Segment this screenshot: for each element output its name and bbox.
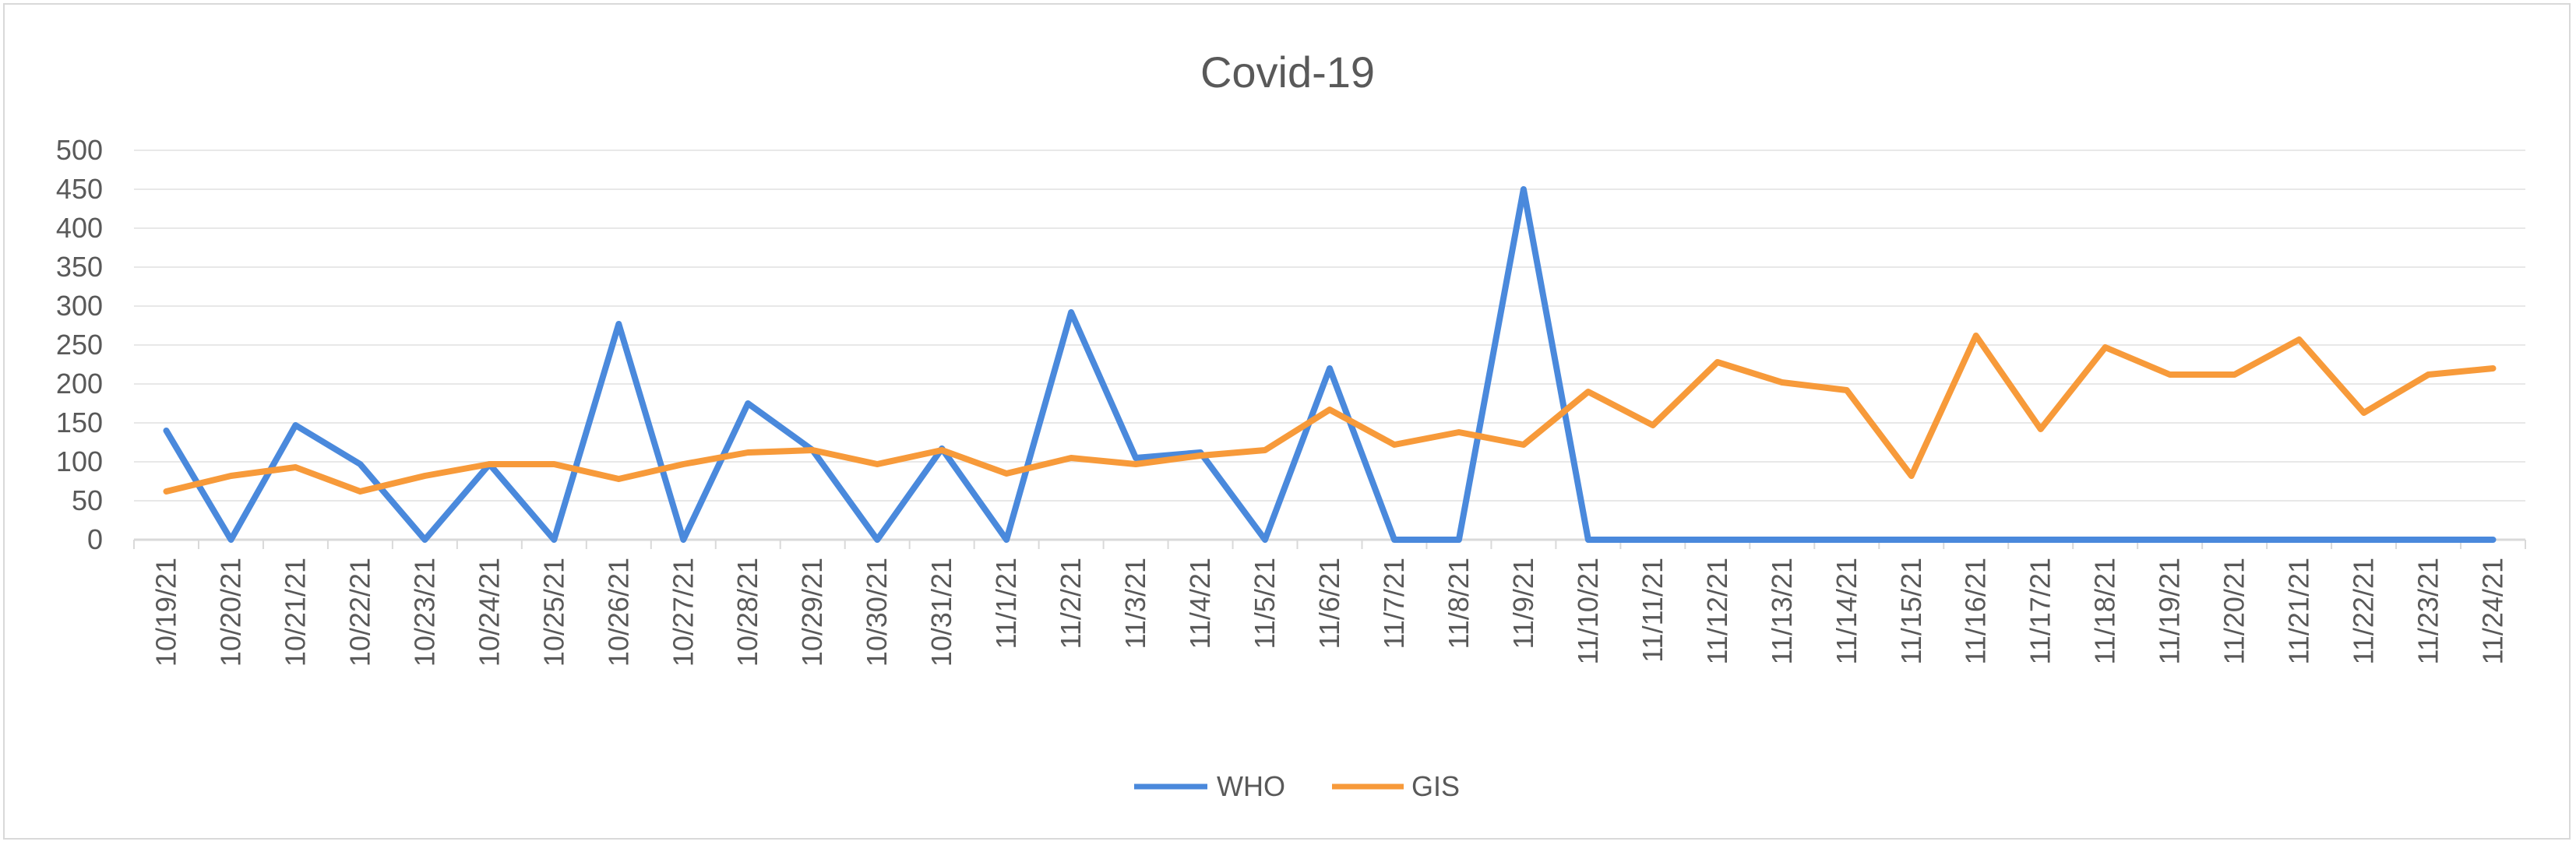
x-tick-label: 10/25/21	[537, 558, 569, 667]
x-tick-label: 10/28/21	[731, 558, 763, 667]
x-tick-label: 11/18/21	[2089, 558, 2121, 664]
x-tick-label: 11/12/21	[1701, 558, 1733, 664]
series-line-gis	[163, 333, 2497, 495]
x-tick-label: 10/31/21	[925, 558, 957, 667]
x-tick-label: 11/16/21	[1960, 558, 1992, 664]
x-tick-label: 11/5/21	[1249, 558, 1281, 649]
x-tick-label: 11/1/21	[990, 558, 1022, 649]
x-tick-label: 11/24/21	[2477, 558, 2509, 664]
y-tick-label: 450	[56, 173, 103, 205]
legend-label-who: WHO	[1217, 770, 1285, 802]
x-tick-label: 10/22/21	[344, 558, 375, 667]
x-tick-label: 10/23/21	[408, 558, 440, 667]
y-tick-label: 100	[56, 445, 103, 477]
y-axis-ticks: 0 50 100 150 200 250 300 350 400 450 500	[56, 134, 103, 555]
x-tick-label: 11/19/21	[2154, 558, 2186, 664]
x-tick-label: 11/10/21	[1572, 558, 1604, 664]
x-axis-ticks: 10/19/21 10/20/21 10/21/21 10/22/21 10/23/21…	[150, 558, 2508, 667]
x-tick-label: 11/3/21	[1119, 558, 1151, 649]
x-tick-label: 11/13/21	[1766, 558, 1798, 664]
x-tick-label: 11/20/21	[2218, 558, 2250, 664]
x-tick-label: 10/24/21	[473, 558, 505, 667]
x-tick-label: 11/15/21	[1895, 558, 1927, 664]
y-tick-label: 350	[56, 251, 103, 283]
x-tick-label: 11/7/21	[1378, 558, 1410, 649]
x-tick-label: 10/26/21	[602, 558, 634, 667]
x-tick-label: 10/29/21	[796, 558, 828, 667]
x-tick-label: 11/2/21	[1055, 558, 1087, 649]
chart-frame	[3, 3, 2571, 840]
y-tick-label: 200	[56, 368, 103, 400]
x-tick-label: 11/6/21	[1313, 558, 1345, 649]
gridlines	[133, 150, 2526, 549]
x-tick-label: 11/9/21	[1507, 558, 1539, 649]
y-tick-label: 500	[56, 134, 103, 166]
x-tick-label: 10/21/21	[279, 558, 311, 667]
x-tick-label: 11/4/21	[1184, 558, 1216, 649]
y-tick-label: 300	[56, 290, 103, 322]
legend: WHO GIS	[1134, 770, 1460, 802]
x-tick-label: 11/22/21	[2348, 558, 2380, 664]
x-tick-label: 10/20/21	[214, 558, 246, 667]
x-tick-label: 11/17/21	[2025, 558, 2056, 664]
x-tick-label: 11/11/21	[1637, 558, 1669, 663]
x-tick-label: 10/30/21	[861, 558, 893, 667]
x-tick-label: 11/8/21	[1443, 558, 1475, 649]
x-tick-label: 11/14/21	[1831, 558, 1862, 664]
series-line-who	[163, 186, 2497, 543]
y-tick-label: 250	[56, 329, 103, 361]
series-lines	[163, 186, 2497, 543]
x-tick-label: 11/21/21	[2283, 558, 2315, 664]
y-tick-label: 50	[72, 484, 103, 516]
y-tick-label: 400	[56, 212, 103, 244]
x-tick-label: 11/23/21	[2412, 558, 2444, 664]
chart-title: Covid-19	[1200, 48, 1375, 97]
legend-label-gis: GIS	[1411, 770, 1460, 802]
y-tick-label: 150	[56, 407, 103, 438]
y-tick-label: 0	[87, 523, 103, 555]
x-tick-label: 10/27/21	[667, 558, 699, 667]
x-tick-label: 10/19/21	[150, 558, 181, 667]
